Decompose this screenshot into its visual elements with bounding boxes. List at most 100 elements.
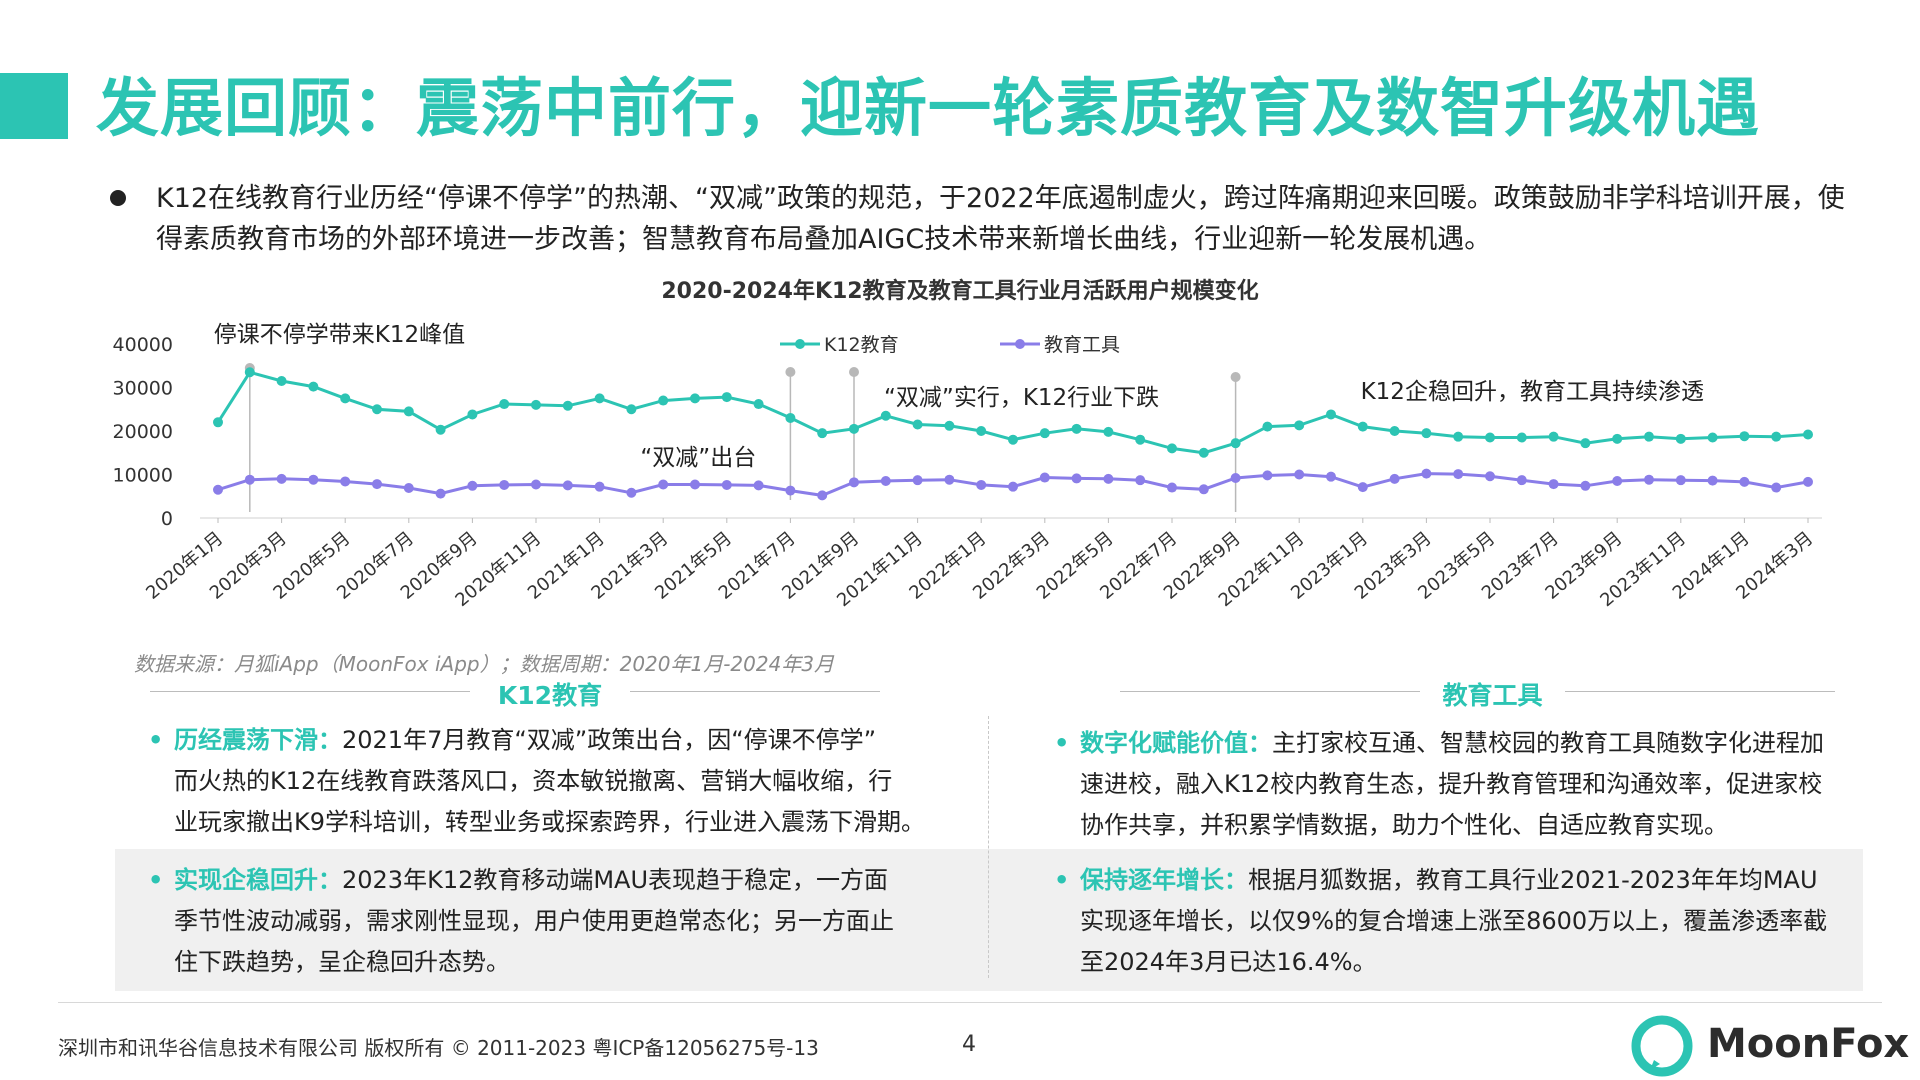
column-divider (988, 716, 989, 978)
panel-background (115, 849, 1863, 991)
bullet-icon: • (148, 866, 164, 894)
data-point (976, 426, 987, 436)
data-point (1485, 471, 1495, 482)
bullet-icon: • (148, 726, 164, 754)
data-point (1008, 434, 1018, 445)
annotation-label: 停课不停学带来K12峰值 (214, 322, 465, 348)
chart-title: 2020-2024年K12教育及教育工具行业月活跃用户规模变化 (661, 278, 1258, 304)
bullet-icon: • (1054, 729, 1070, 757)
data-point (1389, 426, 1400, 436)
right-title-rule-left (1120, 691, 1420, 692)
data-point (817, 490, 828, 501)
data-point (1516, 475, 1527, 486)
data-point (467, 480, 478, 491)
data-point (1357, 421, 1368, 432)
data-point (372, 404, 382, 415)
data-point (594, 481, 605, 492)
data-point (1580, 480, 1591, 491)
data-point (1739, 476, 1750, 487)
data-point (626, 487, 637, 498)
data-point (562, 480, 573, 491)
y-tick-label: 40000 (113, 334, 173, 356)
annotation-label: “双减”实行，K12行业下跌 (884, 385, 1159, 411)
legend-label: 教育工具 (1044, 334, 1120, 356)
data-point (785, 485, 796, 496)
data-point (1294, 420, 1305, 431)
data-point (1739, 431, 1750, 442)
k12-point-stabilize: • 实现企稳回升：2023年K12教育移动端MAU表现趋于稳定，一方面 季节性波… (148, 860, 974, 983)
data-point (1198, 447, 1209, 458)
data-point (785, 412, 796, 423)
moonfox-logo-icon (1631, 1015, 1693, 1077)
data-point (690, 479, 700, 490)
data-point (1326, 471, 1336, 482)
data-point (1135, 434, 1146, 445)
point-line: 实现逐年增长，以仅9%的复合增速上涨至8600万以上，覆盖渗透率截 (1080, 907, 1828, 935)
point-line: 住下跌趋势，呈企稳回升态势。 (174, 948, 510, 976)
bullet-dot (110, 190, 126, 206)
data-point (753, 399, 764, 410)
data-point (658, 479, 669, 490)
data-point (1167, 443, 1177, 454)
left-title-rule-right (630, 691, 880, 692)
point-line: 季节性波动减弱，需求刚性显现，用户使用更趋常态化；另一方面止 (174, 907, 894, 935)
data-point (912, 419, 923, 430)
data-point (1803, 429, 1813, 440)
data-point (467, 409, 478, 420)
k12-point-decline: • 历经震荡下滑：2021年7月教育“双减”政策出台，因“停课不停学” 而火热的… (148, 720, 974, 843)
data-point (244, 367, 255, 378)
point-heading: 实现企稳回升： (174, 866, 342, 894)
data-point (1262, 470, 1273, 481)
data-point (880, 476, 891, 487)
point-line: 而火热的K12在线教育跌落风口，资本敏锐撤离、营销大幅收缩，行 (174, 767, 893, 795)
data-point (403, 406, 414, 417)
data-point (1071, 423, 1082, 434)
point-heading: 保持逐年增长： (1080, 866, 1248, 894)
data-point (849, 477, 859, 488)
intro-text: K12在线教育行业历经“停课不停学”的热潮、“双减”政策的规范，于2022年底遏… (156, 183, 1845, 255)
data-point (1103, 473, 1114, 484)
data-point (626, 404, 637, 415)
data-point (1675, 475, 1686, 486)
data-point (1421, 428, 1432, 439)
data-point (1326, 409, 1336, 420)
data-point (372, 479, 382, 490)
mau-line-chart: 2020-2024年K12教育及教育工具行业月活跃用户规模变化 40000 3000… (113, 278, 1822, 611)
data-point (721, 479, 732, 490)
tools-point-digital: • 数字化赋能价值：主打家校互通、智慧校园的教育工具随数字化进程加 速进校，融入… (1054, 723, 1870, 846)
data-point (1230, 438, 1241, 449)
data-point (1707, 475, 1718, 486)
data-point (1580, 438, 1591, 449)
data-point (1803, 476, 1813, 487)
data-point (1135, 475, 1146, 486)
y-tick-label: 0 (161, 508, 173, 530)
data-point (1039, 428, 1050, 439)
data-point (244, 474, 255, 485)
y-tick-label: 30000 (113, 378, 173, 400)
data-point (1357, 482, 1368, 493)
data-point (721, 392, 732, 403)
data-point (658, 395, 669, 406)
tools-section-title: 教育工具 (1442, 681, 1543, 710)
k12-section-title: K12教育 (497, 681, 603, 710)
page-title: 发展回顾：震荡中前行，迎新一轮素质教育及数智升级机遇 (96, 72, 1760, 145)
data-point (912, 475, 923, 486)
logo-text: MoonFox (1707, 1021, 1910, 1067)
data-point (1707, 432, 1718, 443)
data-point (213, 417, 223, 428)
data-point (1612, 433, 1623, 444)
page-number: 4 (962, 1032, 976, 1057)
annotation-marker (785, 367, 796, 377)
data-point (308, 381, 319, 392)
data-point (276, 473, 287, 484)
data-point (1771, 482, 1782, 493)
data-point (1644, 474, 1654, 485)
point-line: 业玩家撤出K9学科培训，转型业务或探索跨界，行业进入震荡下滑期。 (174, 808, 926, 836)
data-point (308, 474, 319, 485)
data-point (849, 423, 859, 434)
data-point (499, 399, 510, 410)
point-line: 速进校，融入K12校内教育生态，提升教育管理和沟通效率，促进家校 (1080, 770, 1823, 798)
bullet-icon: • (1054, 866, 1070, 894)
point-line: 2023年K12教育移动端MAU表现趋于稳定，一方面 (342, 866, 889, 894)
data-point (403, 482, 414, 493)
